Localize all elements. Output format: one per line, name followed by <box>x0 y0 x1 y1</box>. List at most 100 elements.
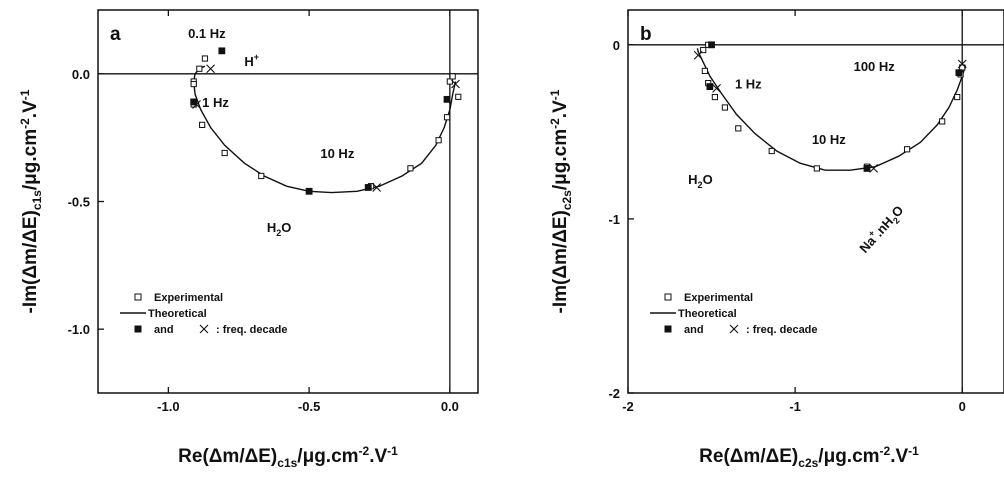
point-experimental <box>190 80 197 88</box>
x-axis-label-end: .V <box>369 446 387 467</box>
point-experimental <box>735 125 742 132</box>
point-experimental <box>221 149 228 157</box>
y-tick-label: -1.0 <box>68 322 90 337</box>
x-axis-label-main: Re(Δm/ΔE) <box>699 446 798 467</box>
legend-marker-experimental <box>664 293 672 301</box>
legend-label: : freq. decade <box>216 324 288 336</box>
y-axis-label-sup2: -1 <box>548 89 562 100</box>
point-freq-decade-cross <box>451 79 460 89</box>
x-tick-label: 0.0 <box>441 399 459 414</box>
legend-marker-cross <box>199 324 209 334</box>
point-freq-decade-cross <box>869 164 879 173</box>
point-experimental <box>407 165 414 172</box>
point-experimental <box>813 165 820 172</box>
legend-label: Experimental <box>684 292 753 304</box>
legend-marker-cross <box>729 324 739 334</box>
point-experimental <box>768 147 775 155</box>
point-experimental <box>455 93 462 100</box>
y-tick-label: -2 <box>608 386 620 401</box>
x-axis-label-sup2: -1 <box>908 444 919 458</box>
annotation-text: 1 Hz <box>735 76 762 91</box>
annotation: 100 Hz <box>854 59 896 74</box>
point-experimental <box>711 93 718 101</box>
x-axis-label-sup: -2 <box>359 444 370 458</box>
annotation-text: 1 Hz <box>202 95 229 110</box>
legend-label: Experimental <box>154 292 223 304</box>
point-experimental <box>443 114 451 121</box>
point-experimental <box>701 67 708 75</box>
annotation-sub: 2 <box>891 215 902 225</box>
x-axis-label-sub: c2s <box>798 456 818 470</box>
annotation-text: O <box>703 172 713 187</box>
point-freq-decade-filled <box>364 184 372 191</box>
point-freq-decade-cross <box>957 59 967 69</box>
x-axis-label-tail: /μg.cm <box>297 446 358 467</box>
point-experimental <box>700 46 707 54</box>
annotation: 1 Hz <box>202 95 229 110</box>
y-axis-label-tail: /μg.cm <box>20 129 41 190</box>
point-experimental <box>903 146 911 153</box>
y-axis-label-sub: c1s <box>30 190 44 210</box>
annotation: H2O <box>688 172 713 190</box>
x-tick-label: -1.0 <box>157 399 179 414</box>
legend-label: Theoretical <box>678 308 737 320</box>
annotation-text: 100 Hz <box>854 59 896 74</box>
point-freq-decade-cross <box>192 100 201 109</box>
x-tick-label: -1 <box>789 399 801 414</box>
point-experimental <box>435 137 442 144</box>
legend-label: : freq. decade <box>746 324 818 336</box>
annotation: 0.1 Hz <box>188 26 226 41</box>
y-tick-label: -0.5 <box>68 195 90 210</box>
series-theoretical-line <box>192 65 457 194</box>
annotation-text: O <box>281 220 291 235</box>
y-axis-label-tail: /μg.cm <box>550 129 571 190</box>
annotation-sub: 2 <box>698 180 703 190</box>
point-freq-decade-filled <box>955 69 963 77</box>
y-axis-label: -Im(Δm/ΔE)c1s/μg.cm-2.V-1 <box>18 89 44 313</box>
annotation-text: H <box>267 220 276 235</box>
point-freq-decade-filled <box>708 41 715 49</box>
legend-marker-experimental <box>134 293 142 301</box>
x-axis-label-tail: /μg.cm <box>818 446 879 467</box>
y-axis-label-main: -Im(Δm/ΔE) <box>20 210 41 313</box>
point-freq-decade-filled <box>305 187 313 195</box>
y-axis-label-sup: -2 <box>548 118 562 129</box>
point-experimental <box>258 172 265 180</box>
x-axis-label-sup2: -1 <box>387 444 398 458</box>
annotation-text: 10 Hz <box>812 132 846 147</box>
point-freq-decade-filled <box>706 83 714 90</box>
x-axis-label-main: Re(Δm/ΔE) <box>178 446 277 467</box>
y-axis-label-sub: c2s <box>560 190 574 210</box>
x-axis-label: Re(Δm/ΔE)c2s/μg.cm-2.V-1 <box>699 444 919 470</box>
annotation: 10 Hz <box>320 146 354 161</box>
annotation: 10 Hz <box>812 132 846 147</box>
y-tick-label: 0.0 <box>72 67 90 82</box>
series-theoretical-line <box>696 48 967 171</box>
y-axis-label-end: .V <box>550 100 571 118</box>
point-experimental <box>201 55 209 62</box>
legend-marker-filled <box>664 325 672 333</box>
x-axis-label-sup: -2 <box>880 444 891 458</box>
x-axis-label-end: .V <box>890 446 908 467</box>
annotation-text: Na <box>856 233 879 256</box>
annotation-text: H <box>688 172 697 187</box>
point-experimental <box>196 65 203 72</box>
annotation: 1 Hz <box>735 76 762 91</box>
y-tick-label: 0 <box>613 38 620 53</box>
point-freq-decade-cross <box>372 183 382 192</box>
x-tick-label: 0 <box>959 399 966 414</box>
x-axis-label: Re(Δm/ΔE)c1s/μg.cm-2.V-1 <box>178 444 398 470</box>
y-axis-label: -Im(Δm/ΔE)c2s/μg.cm-2.V-1 <box>548 89 574 313</box>
annotation: H+ <box>244 52 259 69</box>
annotation-text: 0.1 Hz <box>188 26 226 41</box>
legend-label-and: and <box>154 324 174 336</box>
annotation-text: 10 Hz <box>320 146 354 161</box>
point-freq-decade-cross <box>206 64 215 74</box>
point-experimental <box>721 104 729 111</box>
annotation: Na+.nH2O <box>855 201 909 257</box>
y-axis-label-sup2: -1 <box>18 89 32 100</box>
panel-letter: a <box>110 24 121 45</box>
legend-marker-filled <box>134 325 142 333</box>
